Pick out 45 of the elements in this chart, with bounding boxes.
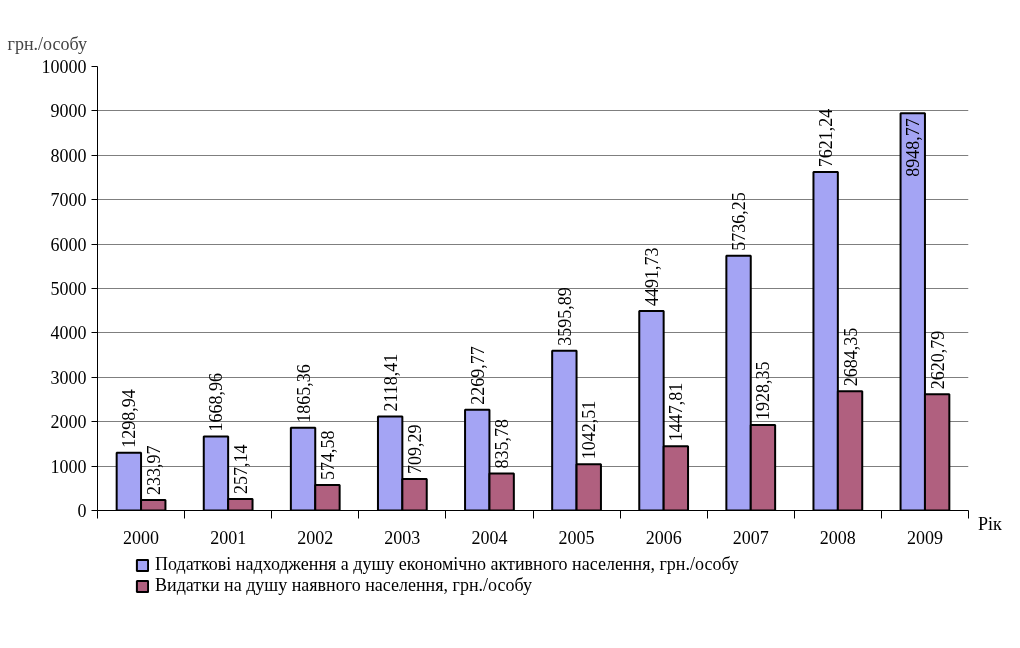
data-label: 1928,35: [753, 361, 774, 420]
x-tick-label: 2008: [819, 527, 856, 548]
data-label: 574,58: [317, 430, 338, 480]
data-label: 2620,79: [927, 330, 948, 390]
y-tick-label: 4000: [50, 323, 87, 344]
y-axis-title: грн./особу: [7, 33, 87, 54]
y-tick-label: 7000: [50, 190, 87, 211]
data-label: 2118,41: [380, 353, 401, 412]
data-label: 4491,73: [641, 247, 662, 307]
x-tick-label: 2001: [210, 527, 247, 548]
y-tick-label: 5000: [50, 279, 87, 299]
y-tick-label: 9000: [50, 101, 87, 122]
x-tick-label: 2002: [297, 527, 334, 548]
x-tick-label: 2000: [123, 527, 160, 548]
y-tick-label: 6000: [50, 234, 87, 255]
legend-label: Видатки на душу наявного населення, грн./особу: [155, 575, 532, 596]
data-label: 2684,35: [840, 327, 861, 387]
data-label: 5736,25: [729, 192, 750, 251]
data-label: 1298,94: [119, 389, 140, 448]
y-tick-label: 3000: [50, 367, 87, 388]
data-label: 1042,51: [579, 400, 600, 460]
x-axis-title: Рік: [978, 513, 1002, 536]
y-tick-label: 0: [77, 501, 87, 521]
data-label: 1668,96: [206, 372, 227, 432]
y-tick-label: 2000: [50, 412, 87, 433]
data-label: 257,14: [230, 444, 251, 495]
y-tick-label: 10000: [41, 57, 87, 77]
data-label: 1865,36: [293, 364, 314, 423]
data-label: 1447,81: [666, 382, 687, 442]
x-tick-label: 2005: [558, 527, 595, 548]
y-tick-label: 1000: [50, 456, 87, 477]
x-tick-label: 2009: [906, 527, 943, 548]
data-label: 233,97: [143, 445, 164, 496]
data-label: 709,29: [405, 424, 426, 475]
data-label: 7621,24: [816, 108, 837, 168]
data-label: 2269,77: [467, 346, 488, 405]
y-tick-label: 8000: [50, 145, 87, 166]
x-tick-label: 2003: [384, 527, 421, 548]
data-label: 8948,77: [903, 118, 924, 177]
x-tick-label: 2006: [645, 527, 682, 548]
data-label: 3595,89: [554, 287, 575, 346]
x-tick-label: 2007: [732, 527, 769, 548]
data-label: 835,78: [492, 418, 513, 469]
x-tick-label: 2004: [471, 527, 508, 548]
legend-label: Податкові надходження а душу економічно активного населення, грн./особу: [155, 554, 739, 575]
